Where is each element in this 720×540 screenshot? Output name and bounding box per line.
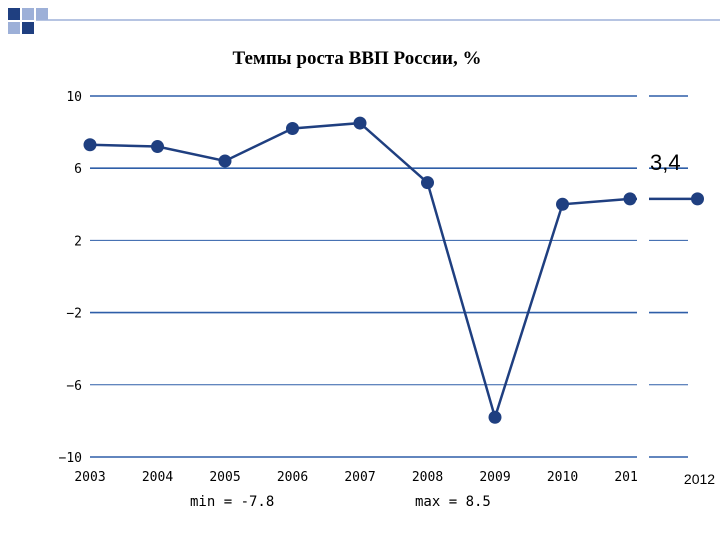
data-point <box>488 410 502 424</box>
deco-square-light <box>36 8 48 20</box>
deco-square-light <box>8 22 20 34</box>
y-tick-label: −2 <box>66 307 82 322</box>
series-line <box>89 121 698 422</box>
min-label: min = -7.8 <box>190 494 274 510</box>
x-tick-label: 2003 <box>74 470 105 485</box>
data-points <box>83 116 704 424</box>
grid-lines <box>90 95 688 458</box>
slide-decoration <box>8 8 720 34</box>
data-point <box>286 121 299 135</box>
x-tick-label: 2009 <box>479 470 510 485</box>
y-tick-label: 6 <box>74 162 82 177</box>
x-tick-label: 2005 <box>209 470 240 485</box>
data-point <box>556 197 569 211</box>
x-tick-label: 2006 <box>277 470 308 485</box>
x-tick-label: 2008 <box>412 470 443 485</box>
data-point <box>691 192 704 206</box>
max-label: max = 8.5 <box>415 494 491 510</box>
y-tick-label: −6 <box>66 379 82 394</box>
y-tick-label: −10 <box>59 451 82 466</box>
data-point <box>151 140 164 154</box>
chart-title: Темпы роста ВВП России, % <box>232 48 482 69</box>
deco-square-light <box>22 8 34 20</box>
deco-square-dark <box>22 22 34 34</box>
deco-square-dark <box>8 8 20 20</box>
data-point <box>83 138 97 152</box>
y-tick-label: 2 <box>74 234 82 249</box>
annotation-mask <box>637 90 649 490</box>
x-axis-ticks: 2003 2004 2005 2006 2007 2008 2009 2010 2011 2012 <box>74 470 715 487</box>
x-tick-label: 2007 <box>344 470 375 485</box>
x-tick-label: 2004 <box>142 470 173 485</box>
data-point <box>353 116 367 130</box>
y-axis-ticks: 10 6 2 −2 −6 −10 <box>59 90 82 466</box>
data-point <box>218 154 232 168</box>
x-tick-label: 2012 <box>684 471 715 487</box>
y-tick-label: 10 <box>66 90 82 105</box>
x-tick-label: 2010 <box>547 470 578 485</box>
annotation-label: 3,4 <box>650 150 681 175</box>
data-point <box>421 176 434 190</box>
data-point <box>623 192 637 206</box>
